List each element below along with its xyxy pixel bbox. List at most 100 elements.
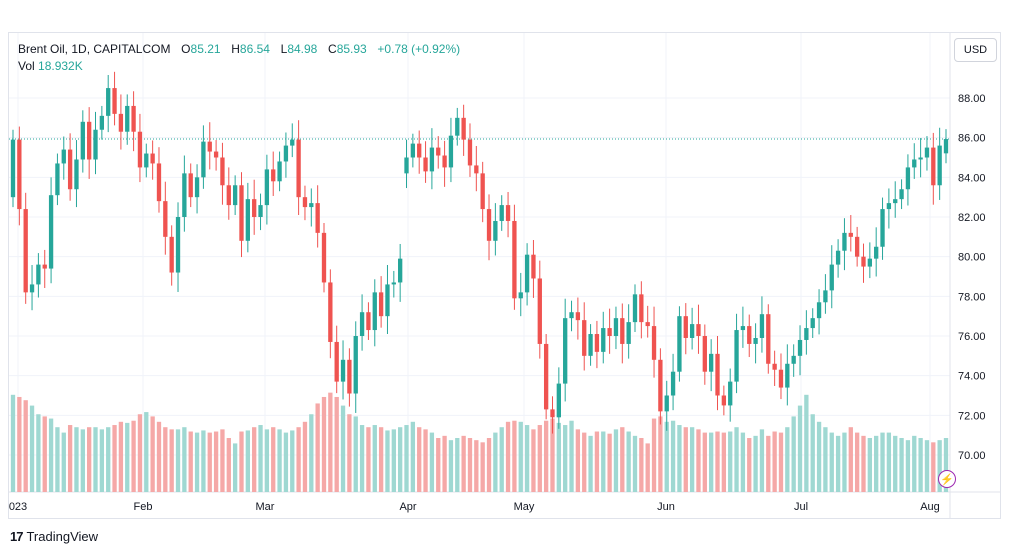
candle-body (467, 139, 473, 166)
candle-body (734, 330, 739, 382)
volume-bar (632, 435, 638, 492)
high-label: H (231, 42, 240, 56)
symbol-label[interactable]: Brent Oil, 1D, CAPITALCOM (18, 42, 171, 56)
volume-bar (816, 421, 822, 492)
volume-bar (271, 427, 276, 492)
volume-bar (905, 440, 911, 492)
candle-body (163, 201, 168, 237)
currency-button[interactable]: USD (954, 38, 997, 62)
volume-bar (80, 429, 85, 492)
volume-bar (93, 427, 98, 492)
candle-body (632, 294, 638, 323)
candle-body (696, 324, 701, 336)
volume-bar (499, 427, 504, 492)
candle-body (797, 339, 803, 356)
x-tick-label: Feb (134, 501, 153, 513)
volume-bar (245, 430, 250, 492)
candle-body (912, 159, 917, 168)
candle-body (328, 282, 333, 342)
top-strip (0, 0, 1012, 32)
volume-bar (106, 427, 111, 492)
volume-bar (835, 435, 841, 492)
candle-body (283, 145, 289, 162)
candle-body (804, 328, 809, 340)
volume-bar (175, 429, 181, 492)
candle-body (766, 314, 771, 364)
candle-body (118, 113, 124, 132)
candle-body (893, 199, 898, 204)
bolt-icon[interactable]: ⚡ (938, 470, 956, 488)
candle-body (474, 165, 479, 174)
candle-body (29, 284, 35, 293)
volume-bar (442, 435, 447, 492)
volume-bar (524, 425, 530, 492)
volume-bar (296, 427, 301, 492)
volume-bar (252, 427, 257, 492)
candle-body (499, 205, 504, 221)
candle-body (315, 203, 320, 233)
candle-body (296, 139, 301, 198)
candle-body (905, 167, 911, 190)
candle-body (651, 326, 657, 360)
volume-bar (23, 400, 28, 492)
volume-bar (455, 438, 460, 492)
candle-body (125, 105, 130, 132)
candle-body (340, 359, 346, 382)
candle-body (874, 246, 879, 259)
candle-body (823, 290, 828, 303)
candle-body (620, 318, 625, 344)
candle-body (683, 316, 688, 338)
volume-bar (131, 420, 136, 492)
candle-body (556, 383, 561, 418)
candle-body (398, 258, 403, 283)
volume-bar (347, 414, 352, 492)
volume-bar (880, 432, 885, 492)
volume-bar (226, 438, 231, 492)
volume-bar (283, 432, 289, 492)
candle-body (543, 343, 549, 410)
volume-bar (340, 405, 346, 492)
candle-body (886, 203, 892, 210)
volume-bar (467, 438, 473, 492)
candle-body (582, 320, 587, 356)
candle-body (816, 302, 822, 319)
volume-bar (664, 421, 669, 492)
candle-body (493, 220, 498, 241)
volume-bar (366, 427, 371, 492)
volume-bar (696, 429, 701, 492)
volume-bar (874, 435, 879, 492)
volume-label: Vol (18, 59, 35, 73)
volume-bar (626, 431, 631, 492)
candle-body (664, 395, 669, 412)
candle-body (728, 381, 733, 406)
volume-bar (766, 435, 771, 492)
volume-bar (728, 431, 733, 492)
candle-body (232, 185, 238, 206)
volume-bar (150, 416, 155, 492)
volume-bar (797, 405, 803, 492)
candle-body (55, 163, 60, 196)
volume-value: 18.932K (38, 59, 83, 73)
y-tick-label: 78.00 (958, 291, 986, 303)
volume-bar (702, 432, 707, 492)
candle-body (512, 220, 517, 299)
volume-bar (315, 403, 320, 492)
tradingview-brand[interactable]: 17 TradingView (10, 529, 98, 544)
candle-body (455, 117, 460, 136)
candle-body (829, 264, 834, 291)
volume-bar (721, 432, 727, 492)
change-value: +0.78 (+0.92%) (377, 42, 461, 56)
volume-bar (867, 438, 872, 492)
volume-bar (575, 429, 581, 492)
tradingview-logo-icon: 17 (10, 529, 24, 544)
candle-body (943, 139, 949, 154)
close-label: C (328, 42, 337, 56)
volume-bar (385, 430, 390, 492)
volume-bar (912, 435, 917, 492)
volume-bar (658, 416, 663, 492)
candle-body (563, 318, 568, 384)
candle-body (899, 189, 904, 200)
low-label: L (280, 42, 288, 56)
x-tick-label: Jun (657, 501, 675, 513)
